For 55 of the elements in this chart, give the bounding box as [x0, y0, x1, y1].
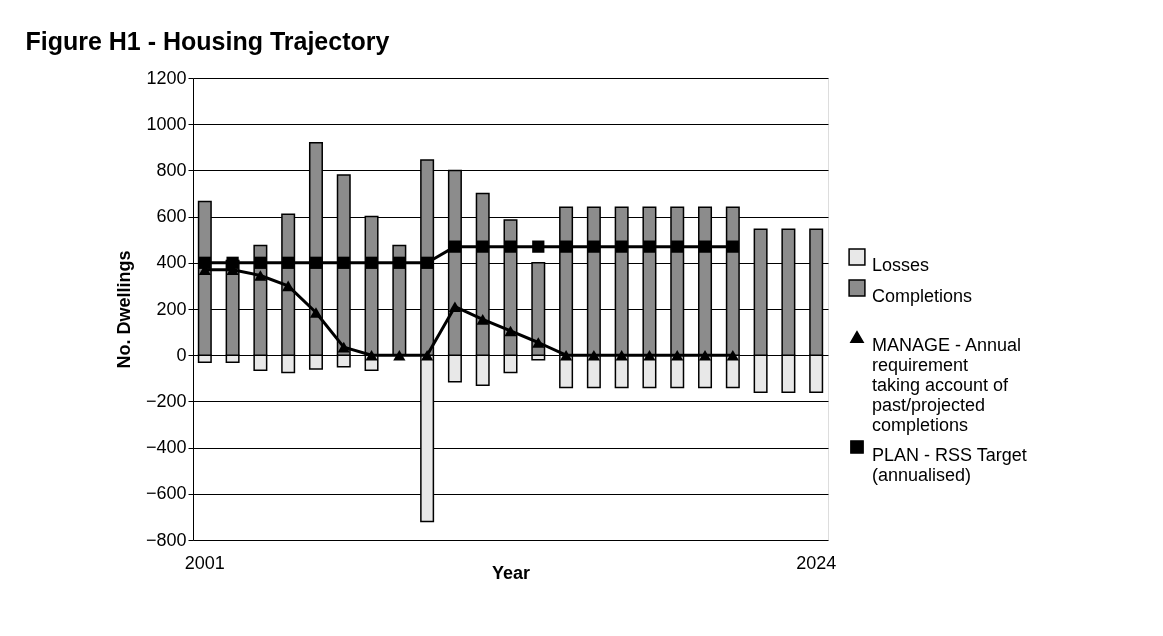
point: [309, 307, 323, 318]
point: [393, 256, 406, 269]
point: [532, 240, 545, 253]
y-tick-label: 200: [156, 298, 187, 319]
point: [254, 270, 267, 281]
point: [726, 349, 739, 361]
x-tick-label: 2024: [796, 552, 837, 573]
point: [393, 349, 406, 361]
point: [726, 240, 739, 253]
y-axis-title: No. Dwellings: [113, 250, 134, 369]
legend-label: PLAN - RSS Target (annualised): [872, 445, 1027, 485]
y-tick-label: 600: [156, 206, 187, 227]
point: [198, 256, 211, 269]
y-tick-label: 0: [176, 344, 187, 365]
chart-title: Figure H1 - Housing Trajectory: [25, 27, 390, 55]
point: [448, 301, 462, 312]
x-axis-title: Year: [491, 562, 531, 583]
point: [365, 349, 378, 361]
x-tick-label: 2001: [184, 552, 225, 573]
point: [337, 256, 350, 269]
y-tick-label: −800: [145, 529, 187, 550]
legend-label: Completions: [872, 286, 973, 306]
y-tick-label: 1000: [146, 113, 187, 134]
point: [643, 240, 656, 253]
point: [365, 256, 378, 269]
point: [559, 240, 573, 253]
point: [226, 256, 239, 269]
point: [698, 240, 712, 253]
point: [476, 314, 489, 325]
point: [309, 256, 323, 269]
y-tick-label: 800: [156, 159, 187, 180]
point: [559, 349, 573, 361]
point: [476, 240, 489, 253]
legend-label: Losses: [872, 255, 930, 275]
point: [698, 349, 712, 361]
y-tick-label: −600: [145, 483, 187, 504]
y-tick-label: −200: [145, 390, 187, 411]
point: [671, 240, 684, 253]
point: [587, 349, 600, 361]
point: [643, 349, 656, 361]
point: [671, 349, 684, 361]
point: [615, 240, 628, 253]
point: [421, 349, 434, 361]
y-tick-label: 1200: [146, 67, 187, 88]
point: [421, 256, 434, 269]
point: [532, 337, 545, 348]
legend-label: MANAGE - Annual requirement taking account of past/projected completions: [872, 335, 1022, 435]
point: [254, 256, 267, 269]
y-tick-label: 400: [156, 252, 187, 273]
y-tick-label: −400: [145, 437, 187, 458]
point: [448, 240, 462, 253]
point: [615, 349, 628, 361]
point: [337, 341, 350, 353]
point: [282, 256, 295, 269]
point: [587, 240, 600, 253]
